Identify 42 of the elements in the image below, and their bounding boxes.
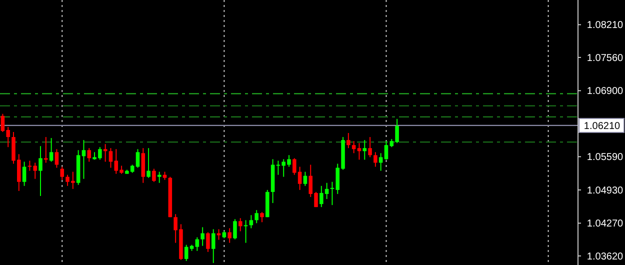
candlestick: [200, 226, 204, 246]
candlestick: [233, 218, 237, 240]
candlestick: [368, 136, 372, 158]
candlestick: [378, 152, 383, 172]
candlestick: [206, 232, 210, 252]
ref-line-label: 1.06210: [584, 120, 621, 132]
y-tick-label: 1.04270: [586, 218, 624, 230]
candlestick: [195, 236, 200, 252]
candlestick: [49, 138, 54, 162]
candlestick: [87, 148, 92, 162]
y-tick-label: 1.04930: [586, 185, 624, 196]
candlestick: [260, 212, 264, 223]
candlestick: [244, 220, 248, 244]
y-tick-label: 1.07560: [586, 52, 624, 64]
y-tick-label: 1.03620: [586, 251, 624, 262]
candlestick: [146, 148, 150, 178]
candlestick: [38, 146, 42, 196]
candlestick: [211, 228, 216, 264]
y-tick-label: 1.08210: [586, 20, 624, 32]
candlestick: [228, 228, 232, 244]
candlestick: [352, 140, 356, 154]
candlestick: [103, 144, 108, 162]
candlestick: [303, 171, 308, 186]
candlestick: [357, 142, 362, 160]
candlestick: [152, 168, 156, 182]
candlestick: [238, 218, 242, 232]
y-tick-label: 1.06900: [586, 86, 624, 98]
candlestick: [82, 140, 86, 180]
candlestick: [254, 210, 258, 224]
candlestick: [374, 152, 378, 168]
candlestick: [44, 136, 48, 164]
candlestick: [346, 132, 350, 149]
candlestick: [249, 214, 254, 229]
candlestick: [136, 148, 140, 168]
candlestick: [54, 148, 59, 168]
candlestick: [22, 161, 26, 186]
candlestick: [362, 140, 367, 160]
y-tick-label: 1.05590: [586, 152, 624, 164]
candlestick: [141, 148, 146, 184]
candlestick: [216, 228, 221, 240]
candlestick: [157, 171, 162, 184]
candlestick: [60, 166, 64, 180]
